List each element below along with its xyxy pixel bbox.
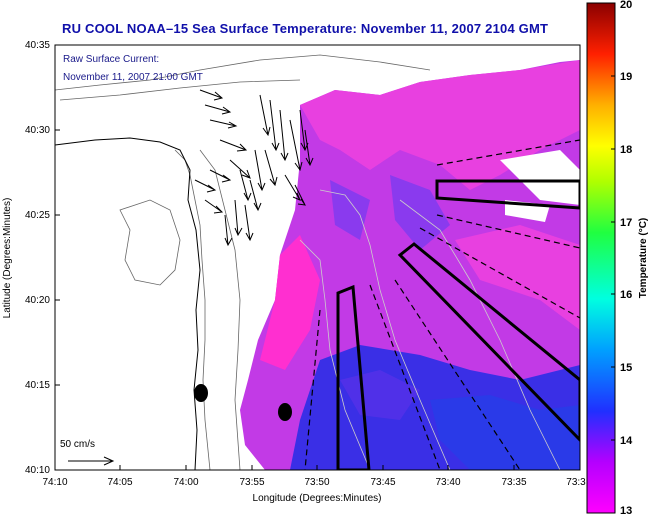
x-tick-labels: 74:10 74:05 74:00 73:55 73:50 73:45 73:4… (42, 477, 586, 488)
legend-line-2: November 11, 2007 21:00 GMT (63, 72, 203, 83)
x-axis-title: Longitude (Degrees:Minutes) (253, 493, 382, 504)
axis-ticks (54, 44, 581, 471)
colorbar-tick-label: 17 (620, 217, 632, 229)
x-tick-label: 73:40 (435, 477, 460, 488)
x-tick-label: 73:3 (566, 477, 586, 488)
colorbar-title: Temperature (°C) (638, 218, 649, 299)
x-tick-label: 73:35 (501, 477, 526, 488)
page-title: RU COOL NOAA–15 Sea Surface Temperature:… (62, 21, 549, 36)
x-tick-label: 74:10 (42, 477, 67, 488)
colorbar-tick-labels: 20 19 18 17 16 15 14 13 (620, 0, 633, 517)
scale-label: 50 cm/s (60, 439, 95, 450)
x-tick-label: 73:45 (370, 477, 395, 488)
x-tick-label: 73:55 (239, 477, 264, 488)
mooring-marker-east (278, 403, 292, 421)
y-axis-title: Latitude (Degrees:Minutes) (2, 198, 13, 319)
coastline (55, 137, 201, 470)
scale-arrow-icon (68, 456, 115, 466)
x-tick-label: 74:05 (107, 477, 132, 488)
y-tick-label: 40:25 (25, 210, 50, 221)
colorbar-tick-label: 15 (620, 362, 632, 374)
y-tick-label: 40:10 (25, 465, 50, 476)
current-vector-arrows (194, 89, 314, 247)
colorbar-ticks (611, 2, 615, 514)
y-tick-labels: 40:35 40:30 40:25 40:20 40:15 40:10 (25, 40, 50, 476)
x-tick-label: 74:00 (173, 477, 198, 488)
x-tick-label: 73:50 (304, 477, 329, 488)
colorbar-tick-label: 19 (620, 71, 632, 83)
colorbar-tick-label: 18 (620, 144, 632, 156)
y-tick-label: 40:30 (25, 125, 50, 136)
bathymetry-contours (55, 54, 431, 470)
transect-boxes (336, 179, 580, 470)
y-tick-label: 40:20 (25, 295, 50, 306)
colorbar-tick-label: 13 (620, 505, 632, 517)
mooring-marker-west (194, 384, 208, 402)
ocean-contours (299, 189, 561, 470)
legend-line-1: Raw Surface Current: (63, 54, 159, 65)
y-tick-label: 40:35 (25, 40, 50, 51)
colorbar (586, 2, 616, 514)
transect-lines (304, 139, 580, 470)
colorbar-tick-label: 16 (620, 289, 632, 301)
colorbar-tick-label: 20 (620, 0, 632, 11)
y-tick-label: 40:15 (25, 380, 50, 391)
colorbar-tick-label: 14 (620, 435, 633, 447)
map-panel (55, 45, 580, 470)
